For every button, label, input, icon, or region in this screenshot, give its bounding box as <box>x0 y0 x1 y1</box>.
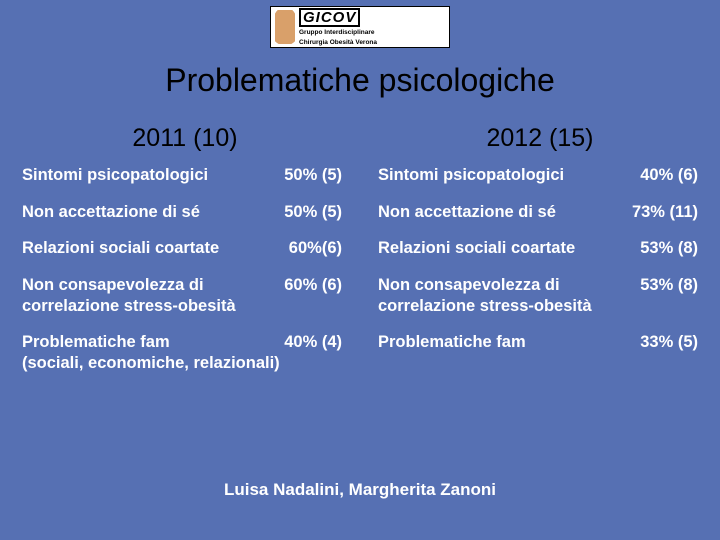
label: Non accettazione di sé <box>378 202 624 223</box>
row-family: Problematiche fam 40% (4) <box>22 332 342 353</box>
label: Non consapevolezza di <box>22 275 276 296</box>
label: Relazioni sociali coartate <box>22 238 281 259</box>
row-acceptance: Non accettazione di sé 73% (11) <box>378 202 698 223</box>
logo-sub1: Gruppo Interdisciplinare <box>299 29 445 36</box>
col-2011: Sintomi psicopatologici 50% (5) Non acce… <box>22 165 342 389</box>
label: Problematiche fam <box>22 332 276 353</box>
logo-name: GICOV <box>299 8 360 27</box>
year-row: 2011 (10) 2012 (15) <box>0 124 720 153</box>
value: 40% (4) <box>276 332 342 353</box>
logo-text: GICOV Gruppo Interdisciplinare Chirurgia… <box>299 8 445 45</box>
label: Relazioni sociali coartate <box>378 238 632 259</box>
value: 50% (5) <box>276 202 342 223</box>
logo-figure-icon <box>275 10 295 44</box>
value: 53% (8) <box>632 275 698 296</box>
value: 33% (5) <box>632 332 698 353</box>
row-symptoms: Sintomi psicopatologici 40% (6) <box>378 165 698 186</box>
row-symptoms: Sintomi psicopatologici 50% (5) <box>22 165 342 186</box>
row-awareness: Non consapevolezza di 53% (8) <box>378 275 698 296</box>
value: 40% (6) <box>632 165 698 186</box>
row-awareness-sub: correlazione stress-obesità <box>22 296 342 317</box>
value: 60% (6) <box>276 275 342 296</box>
value: 53% (8) <box>632 238 698 259</box>
label: Non consapevolezza di <box>378 275 632 296</box>
label: Non accettazione di sé <box>22 202 276 223</box>
year-left: 2011 (10) <box>0 124 360 153</box>
page-title: Problematiche psicologiche <box>0 62 720 99</box>
row-relations: Relazioni sociali coartate 53% (8) <box>378 238 698 259</box>
row-relations: Relazioni sociali coartate 60%(6) <box>22 238 342 259</box>
columns: Sintomi psicopatologici 50% (5) Non acce… <box>22 165 698 389</box>
row-family: Problematiche fam 33% (5) <box>378 332 698 353</box>
row-awareness: Non consapevolezza di 60% (6) <box>22 275 342 296</box>
row-acceptance: Non accettazione di sé 50% (5) <box>22 202 342 223</box>
col-2012: Sintomi psicopatologici 40% (6) Non acce… <box>378 165 698 389</box>
row-family-sub: (sociali, economiche, relazionali) <box>22 353 342 374</box>
label: Problematiche fam <box>378 332 632 353</box>
logo-sub2: Chirurgia Obesità Verona <box>299 39 445 46</box>
label: Sintomi psicopatologici <box>22 165 276 186</box>
year-right: 2012 (15) <box>360 124 720 153</box>
value: 60%(6) <box>281 238 342 259</box>
label: Sintomi psicopatologici <box>378 165 632 186</box>
value: 73% (11) <box>624 202 698 223</box>
value: 50% (5) <box>276 165 342 186</box>
logo-box: GICOV Gruppo Interdisciplinare Chirurgia… <box>270 6 450 48</box>
footer-authors: Luisa Nadalini, Margherita Zanoni <box>0 480 720 500</box>
row-awareness-sub: correlazione stress-obesità <box>378 296 698 317</box>
